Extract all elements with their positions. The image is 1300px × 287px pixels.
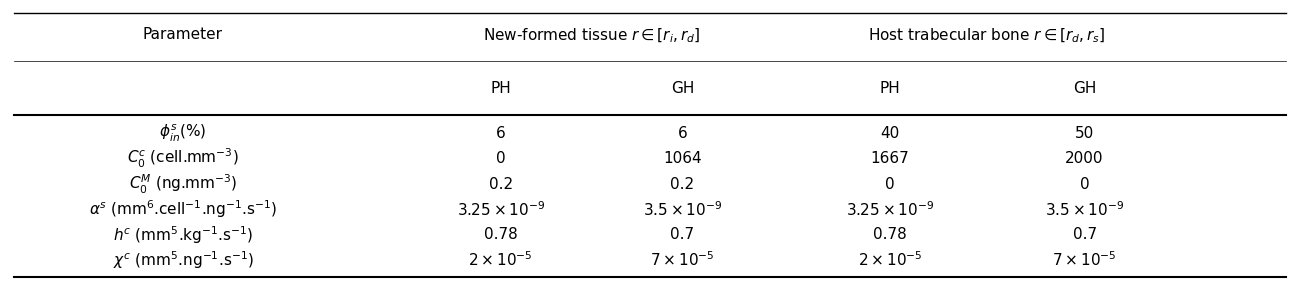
Text: 0: 0	[885, 177, 894, 192]
Text: 6: 6	[495, 126, 506, 141]
Text: $3.5 \times 10^{-9}$: $3.5 \times 10^{-9}$	[642, 200, 723, 219]
Text: 0.78: 0.78	[484, 227, 517, 242]
Text: $\phi^s_{in}(\%)$: $\phi^s_{in}(\%)$	[160, 123, 207, 144]
Text: PH: PH	[880, 81, 901, 96]
Text: $\chi^c$ (mm$^5$.ng$^{-1}$.s$^{-1}$): $\chi^c$ (mm$^5$.ng$^{-1}$.s$^{-1}$)	[113, 249, 254, 271]
Text: $C^c_0$ (cell.mm$^{-3}$): $C^c_0$ (cell.mm$^{-3}$)	[127, 147, 239, 170]
Text: 0.7: 0.7	[1072, 227, 1097, 242]
Text: $3.25 \times 10^{-9}$: $3.25 \times 10^{-9}$	[456, 200, 545, 219]
Text: $h^c$ (mm$^5$.kg$^{-1}$.s$^{-1}$): $h^c$ (mm$^5$.kg$^{-1}$.s$^{-1}$)	[113, 224, 254, 246]
Text: 0.2: 0.2	[489, 177, 514, 192]
Text: $2 \times 10^{-5}$: $2 \times 10^{-5}$	[468, 251, 533, 269]
Text: $C^M_0$ (ng.mm$^{-3}$): $C^M_0$ (ng.mm$^{-3}$)	[129, 172, 237, 196]
Text: 0: 0	[1080, 177, 1089, 192]
Text: $2 \times 10^{-5}$: $2 \times 10^{-5}$	[858, 251, 922, 269]
Text: 1064: 1064	[663, 151, 702, 166]
Text: PH: PH	[490, 81, 511, 96]
Text: 0: 0	[497, 151, 506, 166]
Text: $3.25 \times 10^{-9}$: $3.25 \times 10^{-9}$	[846, 200, 935, 219]
Text: 0.2: 0.2	[671, 177, 694, 192]
Text: 40: 40	[880, 126, 900, 141]
Text: 2000: 2000	[1065, 151, 1104, 166]
Text: 6: 6	[677, 126, 688, 141]
Text: $7 \times 10^{-5}$: $7 \times 10^{-5}$	[1052, 251, 1117, 269]
Text: New-formed tissue $r \in [r_i, r_d]$: New-formed tissue $r \in [r_i, r_d]$	[482, 27, 701, 45]
Text: 0.78: 0.78	[874, 227, 907, 242]
Text: Parameter: Parameter	[143, 27, 224, 42]
Text: $7 \times 10^{-5}$: $7 \times 10^{-5}$	[650, 251, 715, 269]
Text: 0.7: 0.7	[671, 227, 694, 242]
Text: 1667: 1667	[871, 151, 910, 166]
Text: Host trabecular bone $r \in [r_d, r_s]$: Host trabecular bone $r \in [r_d, r_s]$	[868, 27, 1106, 45]
Text: $3.5 \times 10^{-9}$: $3.5 \times 10^{-9}$	[1045, 200, 1124, 219]
Text: $\alpha^s$ (mm$^6$.cell$^{-1}$.ng$^{-1}$.s$^{-1}$): $\alpha^s$ (mm$^6$.cell$^{-1}$.ng$^{-1}$…	[88, 199, 277, 220]
Text: GH: GH	[1072, 81, 1096, 96]
Text: GH: GH	[671, 81, 694, 96]
Text: 50: 50	[1075, 126, 1095, 141]
